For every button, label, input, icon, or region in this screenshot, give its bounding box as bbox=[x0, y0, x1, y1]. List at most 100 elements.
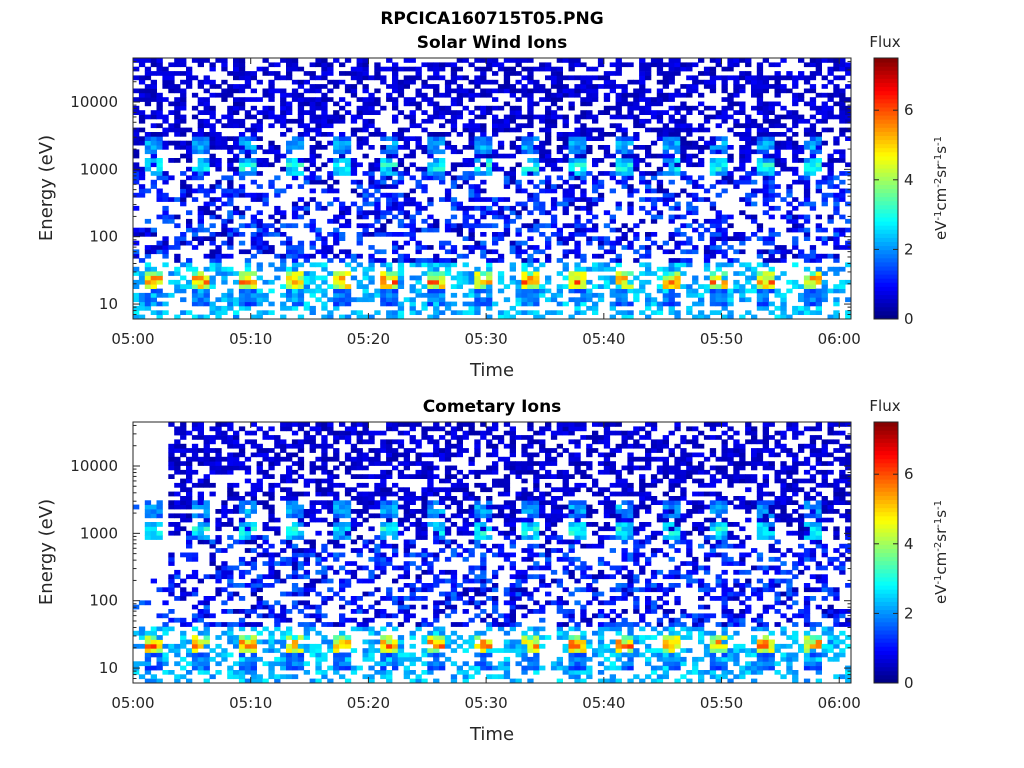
heatmap-cell bbox=[827, 179, 834, 185]
heatmap-cell bbox=[515, 214, 522, 220]
heatmap-cell bbox=[480, 240, 487, 246]
heatmap-cell bbox=[792, 158, 799, 163]
heatmap-cell bbox=[745, 171, 752, 176]
heatmap-cell bbox=[480, 188, 487, 194]
heatmap-cell bbox=[762, 271, 769, 276]
heatmap-cell bbox=[303, 491, 310, 497]
heatmap-cell bbox=[297, 97, 305, 102]
heatmap-cell bbox=[221, 240, 228, 246]
heatmap-cell bbox=[456, 184, 463, 189]
heatmap-cell bbox=[244, 171, 252, 176]
heatmap-cell bbox=[150, 162, 157, 168]
heatmap-cell bbox=[291, 478, 299, 484]
heatmap-cell bbox=[527, 292, 534, 298]
heatmap-cell bbox=[262, 626, 269, 632]
heatmap-cell bbox=[533, 245, 540, 250]
heatmap-cell bbox=[721, 279, 728, 285]
heatmap-cell bbox=[362, 223, 369, 229]
heatmap-cell bbox=[321, 487, 328, 493]
heatmap-cell bbox=[492, 132, 499, 137]
heatmap-cell bbox=[709, 232, 717, 237]
heatmap-cell bbox=[574, 240, 581, 246]
heatmap-cell bbox=[168, 561, 175, 566]
heatmap-cell bbox=[250, 656, 257, 662]
heatmap-cell bbox=[450, 101, 458, 107]
heatmap-cell bbox=[221, 232, 228, 237]
heatmap-cell bbox=[291, 305, 299, 311]
heatmap-cell bbox=[303, 101, 310, 107]
heatmap-cell bbox=[356, 205, 363, 211]
heatmap-cell bbox=[545, 132, 552, 137]
heatmap-cell bbox=[286, 288, 293, 294]
heatmap-cell bbox=[303, 587, 310, 593]
heatmap-cell bbox=[556, 75, 563, 81]
heatmap-cell bbox=[256, 487, 263, 493]
heatmap-cell bbox=[209, 236, 216, 241]
heatmap-cell bbox=[833, 310, 840, 315]
heatmap-cell bbox=[274, 569, 281, 575]
heatmap-cell bbox=[339, 314, 346, 320]
heatmap-cell bbox=[321, 500, 328, 505]
heatmap-cell bbox=[415, 249, 422, 255]
heatmap-cell bbox=[138, 79, 146, 85]
heatmap-cell bbox=[274, 626, 281, 632]
heatmap-cell bbox=[809, 279, 817, 285]
heatmap-cell bbox=[339, 171, 346, 176]
heatmap-cell bbox=[344, 314, 352, 320]
heatmap-cell bbox=[427, 271, 434, 276]
heatmap-cell bbox=[203, 97, 210, 102]
heatmap-cell bbox=[250, 583, 257, 588]
heatmap-cell bbox=[539, 149, 546, 155]
heatmap-cell bbox=[144, 88, 152, 94]
heatmap-cell bbox=[315, 127, 322, 133]
heatmap-cell bbox=[839, 179, 846, 185]
heatmap-cell bbox=[150, 136, 157, 141]
heatmap-cell bbox=[709, 79, 717, 85]
heatmap-cell bbox=[621, 88, 628, 94]
heatmap-cell bbox=[280, 153, 287, 159]
heatmap-cell bbox=[615, 149, 622, 155]
heatmap-cell bbox=[821, 179, 828, 185]
heatmap-cell bbox=[480, 223, 487, 229]
heatmap-cell bbox=[615, 145, 622, 150]
heatmap-cell bbox=[291, 491, 299, 497]
heatmap-cell bbox=[227, 149, 234, 155]
heatmap-cell bbox=[433, 84, 440, 89]
heatmap-cell bbox=[462, 162, 469, 168]
heatmap-cell bbox=[562, 75, 569, 81]
heatmap-cell bbox=[580, 223, 587, 229]
heatmap-cell bbox=[703, 227, 711, 233]
heatmap-cell bbox=[839, 192, 846, 198]
heatmap-cell bbox=[597, 127, 605, 133]
heatmap-cell bbox=[180, 635, 187, 640]
heatmap-cell bbox=[197, 504, 204, 510]
heatmap-cell bbox=[227, 465, 234, 471]
heatmap-cell bbox=[480, 145, 487, 150]
heatmap-cell bbox=[727, 158, 734, 163]
heatmap-cell bbox=[315, 478, 322, 484]
heatmap-cell bbox=[362, 140, 369, 146]
heatmap-cell bbox=[627, 162, 634, 168]
heatmap-cell bbox=[497, 197, 505, 202]
heatmap-cell bbox=[233, 461, 240, 466]
heatmap-cell bbox=[350, 275, 358, 281]
heatmap-cell bbox=[609, 301, 616, 307]
heatmap-cell bbox=[321, 578, 328, 584]
heatmap-cell bbox=[309, 171, 316, 176]
heatmap-cell bbox=[656, 284, 664, 289]
heatmap-cell bbox=[380, 79, 387, 85]
heatmap-cell bbox=[515, 97, 522, 102]
heatmap-cell bbox=[156, 310, 163, 315]
heatmap-cell bbox=[168, 578, 175, 584]
heatmap-cell bbox=[327, 123, 334, 129]
heatmap-cell bbox=[156, 105, 163, 111]
heatmap-cell bbox=[603, 236, 611, 241]
heatmap-cell bbox=[821, 253, 828, 259]
heatmap-cell bbox=[521, 66, 528, 72]
heatmap-cell bbox=[303, 569, 310, 575]
heatmap-cell bbox=[291, 301, 299, 307]
heatmap-cell bbox=[486, 210, 493, 216]
heatmap-cell bbox=[450, 149, 458, 155]
heatmap-cell bbox=[645, 66, 652, 72]
heatmap-cell bbox=[156, 626, 163, 632]
